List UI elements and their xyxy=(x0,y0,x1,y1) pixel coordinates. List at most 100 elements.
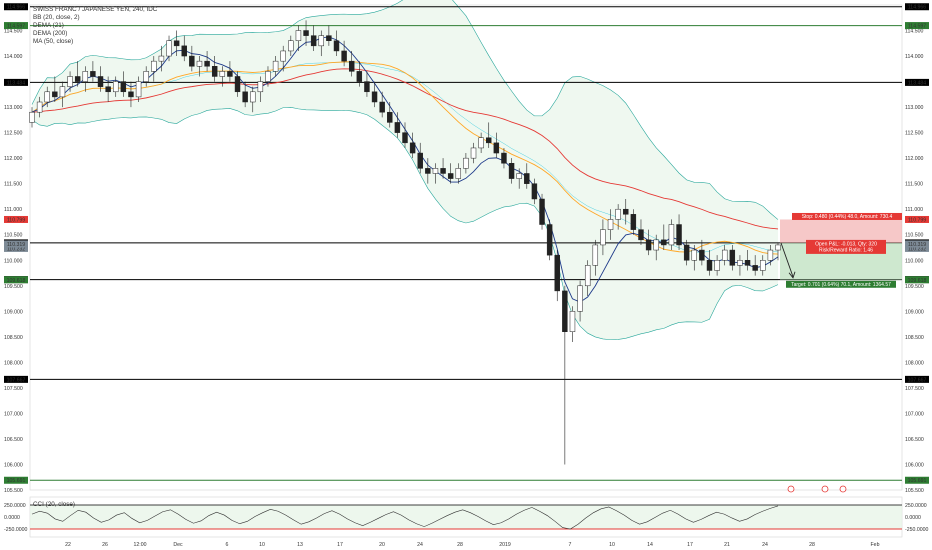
x-tick-label: 7 xyxy=(569,542,572,548)
target-label-box xyxy=(786,280,896,288)
y-tick-label-right: 112.000 xyxy=(905,156,923,162)
price-badge-right-box xyxy=(905,215,929,223)
y-tick-label-right: 106.500 xyxy=(905,437,924,443)
candle-body xyxy=(387,111,393,123)
candle-body xyxy=(59,86,66,98)
candle-body xyxy=(409,142,416,154)
candle-body xyxy=(333,40,340,52)
candle-body xyxy=(546,224,553,256)
y-tick-label-right: 105.500 xyxy=(905,488,924,494)
price-badge-right-box xyxy=(905,276,929,284)
x-tick-label: 17 xyxy=(337,542,343,548)
chart-title: SWISS FRANC / JAPANESE YEN, 240, IDC xyxy=(33,6,158,13)
candle-body xyxy=(676,224,682,246)
flag-icon[interactable] xyxy=(839,485,847,493)
y-tick-label-left: 113.000 xyxy=(4,105,22,111)
price-badge-left-box xyxy=(4,276,28,284)
candle-body xyxy=(90,71,96,77)
price-badge-right: 110.799 xyxy=(908,217,926,223)
legend-bb[interactable]: BB (20, close, 2) xyxy=(33,14,80,21)
candle-body xyxy=(364,81,370,93)
candle-body xyxy=(653,239,659,251)
candle-body xyxy=(615,208,621,220)
y-tick-label-right: 107.000 xyxy=(905,411,924,417)
legend-ma-50[interactable]: MA (50, close) xyxy=(33,38,73,45)
price-badge-left-box xyxy=(4,215,28,223)
dema-200-line xyxy=(31,68,779,230)
y-tick-label-right: 106.000 xyxy=(905,462,924,468)
y-tick-label-left: 111.000 xyxy=(4,207,22,213)
x-tick-label: 17 xyxy=(687,542,693,548)
y-tick-label-left: 106.000 xyxy=(4,462,23,468)
price-badge-left-box xyxy=(4,3,28,11)
y-tick-label-right: 109.000 xyxy=(905,309,924,315)
x-tick-label: 28 xyxy=(809,542,815,548)
price-badge-right-box xyxy=(905,375,929,383)
price-badge-right: 114.966 xyxy=(908,5,926,11)
candle-body xyxy=(394,122,401,133)
price-badge-right-box xyxy=(905,78,929,86)
candle-body xyxy=(584,265,591,287)
price-badge-left-box xyxy=(4,476,28,484)
y-tick-label-left: 112.500 xyxy=(4,131,22,137)
candle-body xyxy=(554,254,560,292)
y-tick-label-left: 108.500 xyxy=(4,335,23,341)
candle-body xyxy=(714,260,720,271)
price-badge-right: 107.667 xyxy=(908,377,927,383)
x-tick-label: 22 xyxy=(65,542,71,548)
x-tick-label: 12:00 xyxy=(134,542,147,548)
horizontal-levels[interactable] xyxy=(30,6,902,481)
candle-body xyxy=(737,260,743,266)
price-badge-left-box xyxy=(4,78,28,86)
flag-icon[interactable] xyxy=(787,485,795,493)
y-tick-label-right: 107.500 xyxy=(905,386,924,392)
cci-tick-label: 0.0000 xyxy=(905,515,921,521)
y-tick-label-left: 107.000 xyxy=(4,411,23,417)
x-tick-label: 10 xyxy=(609,542,615,548)
candle-body xyxy=(120,81,127,93)
projection-arrow xyxy=(780,242,794,277)
price-badge-right-box xyxy=(905,3,929,11)
position-risk-zone[interactable] xyxy=(780,219,902,243)
y-tick-label-right: 111.500 xyxy=(905,182,923,188)
x-tick-label: 24 xyxy=(762,542,768,548)
legend-dema-21[interactable]: DEMA (21) xyxy=(33,22,64,29)
candle-body xyxy=(592,244,599,266)
candle-body xyxy=(645,239,652,251)
cci-line xyxy=(31,505,779,530)
candle-body xyxy=(326,35,332,41)
price-badge-right: 109.618 xyxy=(908,278,927,284)
cci-oscillator: 250.0000 0.0000 -250.0000 250.0000 0.0000 -25… xyxy=(4,503,928,533)
candle-body xyxy=(204,60,210,67)
candle-body xyxy=(432,168,439,174)
short-position-tool[interactable]: Stop: 0.480 (0.44%) 48.0, Amount: 730.4 O… xyxy=(780,212,902,288)
candle-body xyxy=(67,76,73,87)
legend-cci[interactable]: CCI (20, close) xyxy=(33,501,75,508)
price-badge-right: 105.691 xyxy=(908,478,927,484)
y-tick-label-right: 110.000 xyxy=(905,258,923,264)
candle-body xyxy=(280,50,286,62)
candle-body xyxy=(767,249,774,261)
candle-body xyxy=(379,101,385,113)
flag-icon[interactable] xyxy=(821,485,829,493)
candle-body xyxy=(668,224,675,246)
x-tick-label: Dec xyxy=(173,542,183,548)
candle-body xyxy=(630,214,637,230)
y-tick-label-right: 111.000 xyxy=(905,207,923,213)
cci-tick-label: -250.0000 xyxy=(905,527,928,533)
candle-body xyxy=(607,219,614,230)
candle-body xyxy=(189,55,195,67)
candle-body xyxy=(295,30,302,41)
y-tick-label-left: 111.500 xyxy=(4,182,22,188)
y-tick-label-left: 112.000 xyxy=(4,156,22,162)
x-tick-label: 13 xyxy=(297,542,303,548)
candle-body xyxy=(82,71,89,82)
legend-dema-200[interactable]: DEMA (200) xyxy=(33,30,67,37)
candle-body xyxy=(661,239,667,246)
candle-body xyxy=(447,173,454,179)
price-badge-left-box xyxy=(4,240,28,248)
candle-body xyxy=(478,137,484,149)
candle-body xyxy=(638,229,644,241)
event-markers[interactable] xyxy=(787,485,847,493)
